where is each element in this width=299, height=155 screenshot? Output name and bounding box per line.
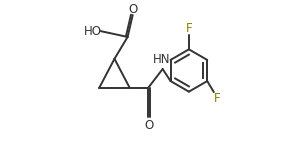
Text: O: O	[129, 3, 138, 16]
Text: O: O	[144, 119, 153, 132]
Text: F: F	[186, 22, 192, 35]
Text: HO: HO	[84, 25, 102, 38]
Text: F: F	[213, 92, 220, 105]
Text: HN: HN	[152, 53, 170, 66]
